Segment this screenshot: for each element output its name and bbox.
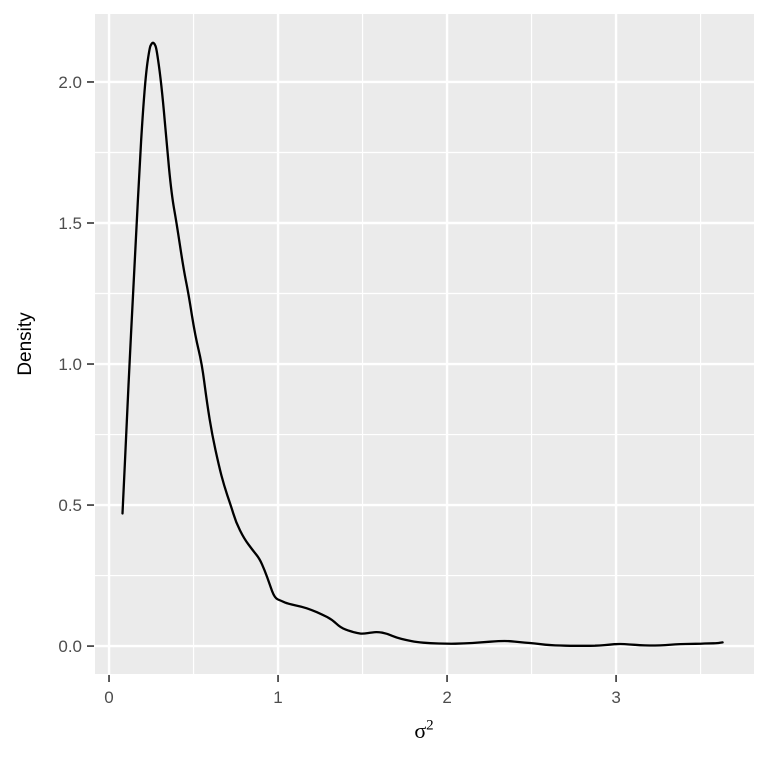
y-axis-title: Density <box>15 312 36 376</box>
x-tick-label: 1 <box>273 688 282 707</box>
y-tick-label: 2.0 <box>58 73 82 92</box>
x-tick-label: 0 <box>104 688 113 707</box>
x-tick-label: 3 <box>611 688 620 707</box>
x-axis-title-exponent: 2 <box>426 717 434 734</box>
y-tick-label: 0.0 <box>58 637 82 656</box>
panel-background <box>95 14 754 674</box>
x-axis-title-base: σ <box>414 718 427 743</box>
x-tick-label: 2 <box>442 688 451 707</box>
y-tick-label: 1.5 <box>58 214 82 233</box>
x-axis-title: σ2 <box>414 718 433 744</box>
y-tick-label: 0.5 <box>58 496 82 515</box>
y-tick-label: 1.0 <box>58 355 82 374</box>
density-curve <box>121 41 724 647</box>
